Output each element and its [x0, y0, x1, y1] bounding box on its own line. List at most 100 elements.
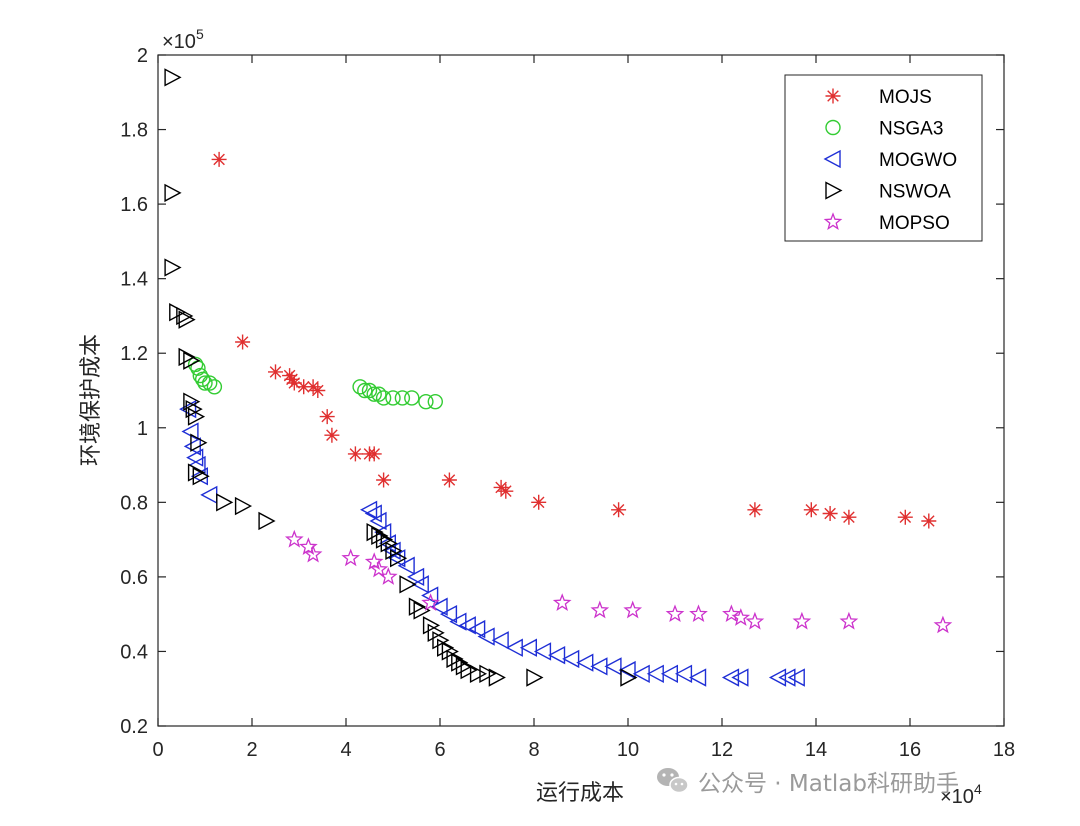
legend-entry-nswoa: NSWOA: [825, 181, 951, 203]
point-nsga3-5: [201, 375, 218, 391]
point-mopso-12: [689, 604, 708, 623]
point-mojs-17: [498, 483, 514, 499]
y-tick-label: 1.4: [120, 269, 148, 291]
point-mogwo-37: [674, 664, 693, 683]
point-nswoa-4: [176, 306, 194, 326]
point-nswoa-25: [413, 601, 431, 620]
y-tick-label: 1: [137, 418, 148, 440]
point-nswoa-19: [375, 530, 394, 549]
point-nswoa-24: [408, 597, 426, 616]
legend-label: NSGA3: [879, 119, 943, 140]
legend-marker-nswoa: [825, 181, 843, 200]
point-mogwo-6: [200, 485, 218, 505]
point-nswoa-37: [488, 668, 506, 687]
legend-label: MOPSO: [879, 213, 950, 234]
legend-entry-mojs: MOJS: [825, 87, 932, 108]
point-nswoa-0: [164, 68, 182, 87]
point-nswoa-32: [451, 653, 469, 672]
point-nswoa-29: [437, 638, 455, 657]
point-nsga3-7: [352, 379, 368, 395]
point-mojs-15: [441, 472, 457, 488]
point-mogwo-43: [787, 668, 805, 687]
point-mojs-0: [211, 151, 227, 167]
point-mojs-18: [531, 494, 547, 510]
x-tick-label: 10: [617, 739, 639, 761]
x-tick-label: 2: [246, 739, 257, 761]
y-tick-label: 0.2: [120, 716, 148, 738]
point-mogwo-29: [562, 649, 580, 669]
point-mopso-10: [623, 600, 643, 619]
point-mogwo-30: [576, 653, 594, 672]
point-nsga3-13: [385, 390, 401, 406]
point-mogwo-9: [369, 511, 387, 531]
y-tick-label: 2: [137, 45, 148, 67]
point-mopso-13: [722, 604, 741, 623]
point-mopso-7: [421, 593, 440, 611]
point-mogwo-7: [360, 500, 378, 519]
legend-box: [784, 74, 983, 242]
y-tick-label: 1.6: [120, 194, 148, 216]
point-mogwo-39: [721, 668, 740, 687]
point-nsga3-15: [404, 390, 420, 406]
point-mopso-0: [284, 529, 304, 548]
point-nswoa-16: [258, 511, 276, 531]
point-nsga3-14: [394, 390, 411, 406]
point-nsga3-11: [371, 386, 387, 402]
y-tick-label: 1.2: [120, 343, 148, 365]
y-tick-label: 0.8: [120, 492, 148, 514]
point-mojs-22: [822, 506, 838, 521]
point-nswoa-35: [469, 664, 488, 683]
point-nswoa-18: [371, 526, 389, 546]
point-mojs-20: [747, 502, 763, 518]
point-mogwo-17: [421, 586, 439, 605]
legend-marker-mopso: [823, 212, 843, 230]
point-mojs-4: [284, 371, 300, 387]
point-mopso-1: [299, 537, 318, 555]
legend-entry-mogwo: MOGWO: [823, 149, 957, 171]
point-mojs-19: [611, 502, 627, 518]
point-mogwo-16: [411, 575, 429, 594]
point-nswoa-10: [187, 407, 206, 426]
y-tick-label: 0.6: [120, 567, 148, 589]
point-mojs-6: [296, 379, 312, 395]
x-tick-label: 18: [993, 739, 1015, 761]
point-mojs-25: [921, 513, 937, 529]
point-mogwo-42: [778, 668, 796, 687]
point-mogwo-18: [430, 597, 448, 616]
point-mopso-18: [933, 615, 953, 634]
point-nsga3-17: [427, 393, 443, 410]
point-mogwo-23: [477, 627, 495, 646]
point-mojs-7: [305, 379, 321, 395]
plot-points: [164, 68, 953, 687]
x-axis-exponent: ×104: [940, 781, 982, 808]
y-tick-label: 0.4: [120, 641, 148, 663]
point-nsga3-10: [366, 386, 382, 402]
legend-entry-nsga3: NSGA3: [825, 119, 943, 140]
point-nswoa-7: [183, 351, 201, 370]
point-nswoa-30: [441, 642, 459, 661]
point-mojs-21: [803, 502, 819, 518]
point-mopso-6: [378, 567, 398, 585]
point-nswoa-15: [234, 496, 253, 516]
y-axis-exponent: ×105: [162, 26, 204, 53]
wechat-icon: [657, 768, 689, 794]
x-tick-label: 0: [152, 739, 163, 761]
point-mogwo-32: [604, 657, 622, 676]
point-mopso-9: [590, 600, 610, 619]
point-nsga3-8: [357, 382, 373, 399]
point-nsga3-0: [187, 356, 204, 373]
point-nswoa-12: [187, 463, 206, 482]
axes: 0 2 4 6 8 10 12 14 16 18 0.2 0.4 0.6 0.8 1 1.2 1.4 1.6 1.8…: [120, 45, 1015, 761]
point-nswoa-11: [190, 433, 208, 452]
point-mojs-8: [310, 383, 326, 398]
plot-frame: [157, 54, 1005, 727]
point-nswoa-17: [366, 522, 384, 542]
y-axis-label: 环境保护成本: [79, 334, 104, 466]
point-nsga3-12: [375, 390, 392, 406]
legend: MOJS NSGA3 MOGWO NSWOA MOPSO: [784, 74, 983, 242]
point-nswoa-38: [526, 668, 544, 687]
point-mojs-10: [324, 427, 340, 443]
point-mogwo-28: [548, 646, 566, 665]
point-mogwo-38: [689, 668, 707, 687]
